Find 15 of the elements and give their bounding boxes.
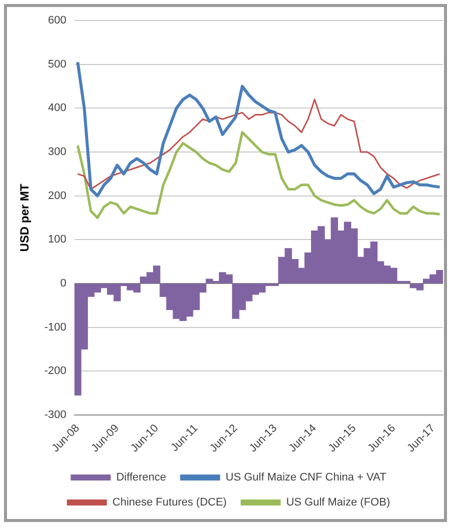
- y-tick-label: -300: [44, 408, 66, 421]
- y-tick-label: 0: [60, 277, 66, 290]
- legend-label: Difference: [116, 472, 166, 484]
- y-tick-label: -100: [44, 321, 66, 334]
- y-tick-label: 600: [48, 14, 66, 27]
- y-tick-label: 300: [48, 146, 66, 158]
- y-tick-label: 100: [48, 234, 66, 246]
- y-tick-label: 500: [48, 58, 66, 70]
- y-tick-label: 200: [48, 190, 66, 202]
- y-axis-title: USD per MT: [18, 183, 32, 252]
- legend-label: US Gulf Maize (FOB): [286, 496, 390, 509]
- y-tick-label: -200: [44, 365, 66, 378]
- legend-label: US Gulf Maize CNF China + VAT: [226, 472, 387, 484]
- y-tick-label: 400: [48, 102, 66, 114]
- legend-label: Chinese Futures (DCE): [112, 496, 227, 509]
